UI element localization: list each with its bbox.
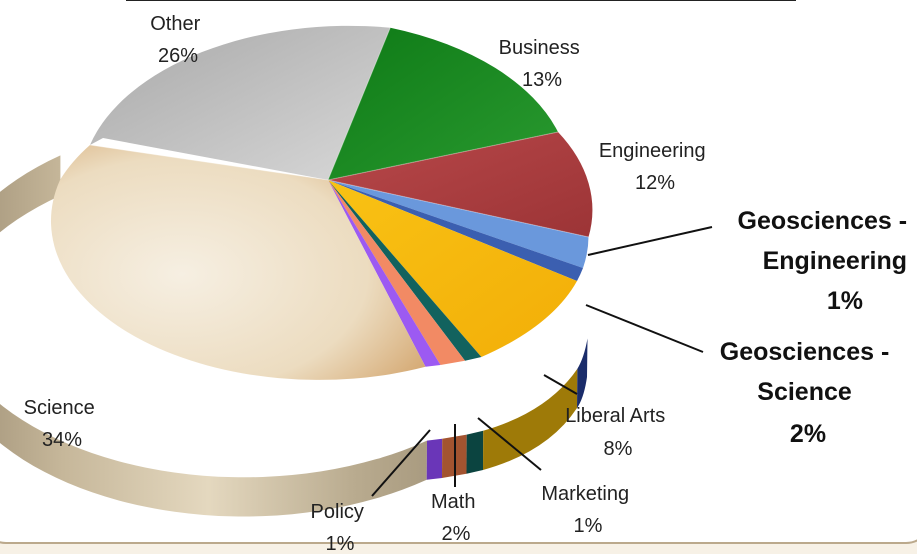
top-rule <box>126 0 796 1</box>
label-liberal-name: Liberal Arts <box>565 405 665 427</box>
pie-slice-geo-eng <box>328 180 583 281</box>
label-science: Science 34% <box>24 397 101 451</box>
leader-geo-eng <box>587 226 713 256</box>
label-geo-sci-line3: 2% <box>790 420 826 448</box>
label-liberal: Liberal Arts 8% <box>565 405 671 460</box>
leader-geo-sci <box>585 304 704 353</box>
label-geo-eng-line2: Engineering <box>763 247 907 275</box>
label-marketing-value: 1% <box>574 515 603 537</box>
label-business-value: 13% <box>522 69 562 91</box>
pie-slice-marketing <box>328 180 482 361</box>
pie-slice-geo-science <box>328 180 589 268</box>
label-engineering-value: 12% <box>635 172 675 194</box>
pie-side-liberal <box>483 368 578 470</box>
label-geo-eng: Geosciences - Engineering 1% <box>738 207 914 315</box>
label-math: Math 2% <box>431 491 481 545</box>
pie-slice-math <box>328 180 465 365</box>
pie-slice-business <box>328 27 558 181</box>
label-policy-value: 1% <box>326 533 355 554</box>
label-marketing-name: Marketing <box>541 483 629 505</box>
pie-side-geo-eng <box>577 338 588 408</box>
label-engineering-name: Engineering <box>599 140 706 162</box>
label-policy: Policy 1% <box>311 501 370 554</box>
label-geo-eng-line3: 1% <box>827 287 863 315</box>
pie-slice-engineering <box>328 132 593 237</box>
label-geo-sci: Geosciences - Science 2% <box>720 338 896 448</box>
pie-slice-science <box>50 145 426 380</box>
pie-side-science <box>0 155 427 517</box>
label-science-value: 34% <box>42 429 82 451</box>
pie-slice-policy <box>328 180 441 367</box>
leader-policy <box>371 429 431 497</box>
label-business-name: Business <box>499 37 580 59</box>
pie-slice-other <box>90 25 391 180</box>
label-other-value: 26% <box>158 45 198 67</box>
label-science-name: Science <box>24 397 95 419</box>
pie-side-policy <box>426 438 443 480</box>
label-geo-eng-line1: Geosciences - <box>738 207 908 235</box>
leader-liberal <box>543 374 578 395</box>
label-math-name: Math <box>431 491 475 513</box>
label-geo-sci-line1: Geosciences - <box>720 338 890 366</box>
pie-side-marketing <box>466 430 484 474</box>
label-liberal-value: 8% <box>604 438 633 460</box>
label-other-name: Other <box>150 13 200 35</box>
leader-marketing <box>477 417 542 471</box>
label-geo-sci-line2: Science <box>757 378 852 406</box>
label-math-value: 2% <box>442 523 471 545</box>
label-engineering: Engineering 12% <box>599 140 711 194</box>
label-other: Other 26% <box>150 13 206 67</box>
slice-separators <box>89 27 589 238</box>
label-policy-name: Policy <box>311 501 364 523</box>
label-business: Business 13% <box>499 37 586 91</box>
pie-slice-liberal <box>328 180 577 357</box>
label-marketing: Marketing 1% <box>541 483 634 537</box>
